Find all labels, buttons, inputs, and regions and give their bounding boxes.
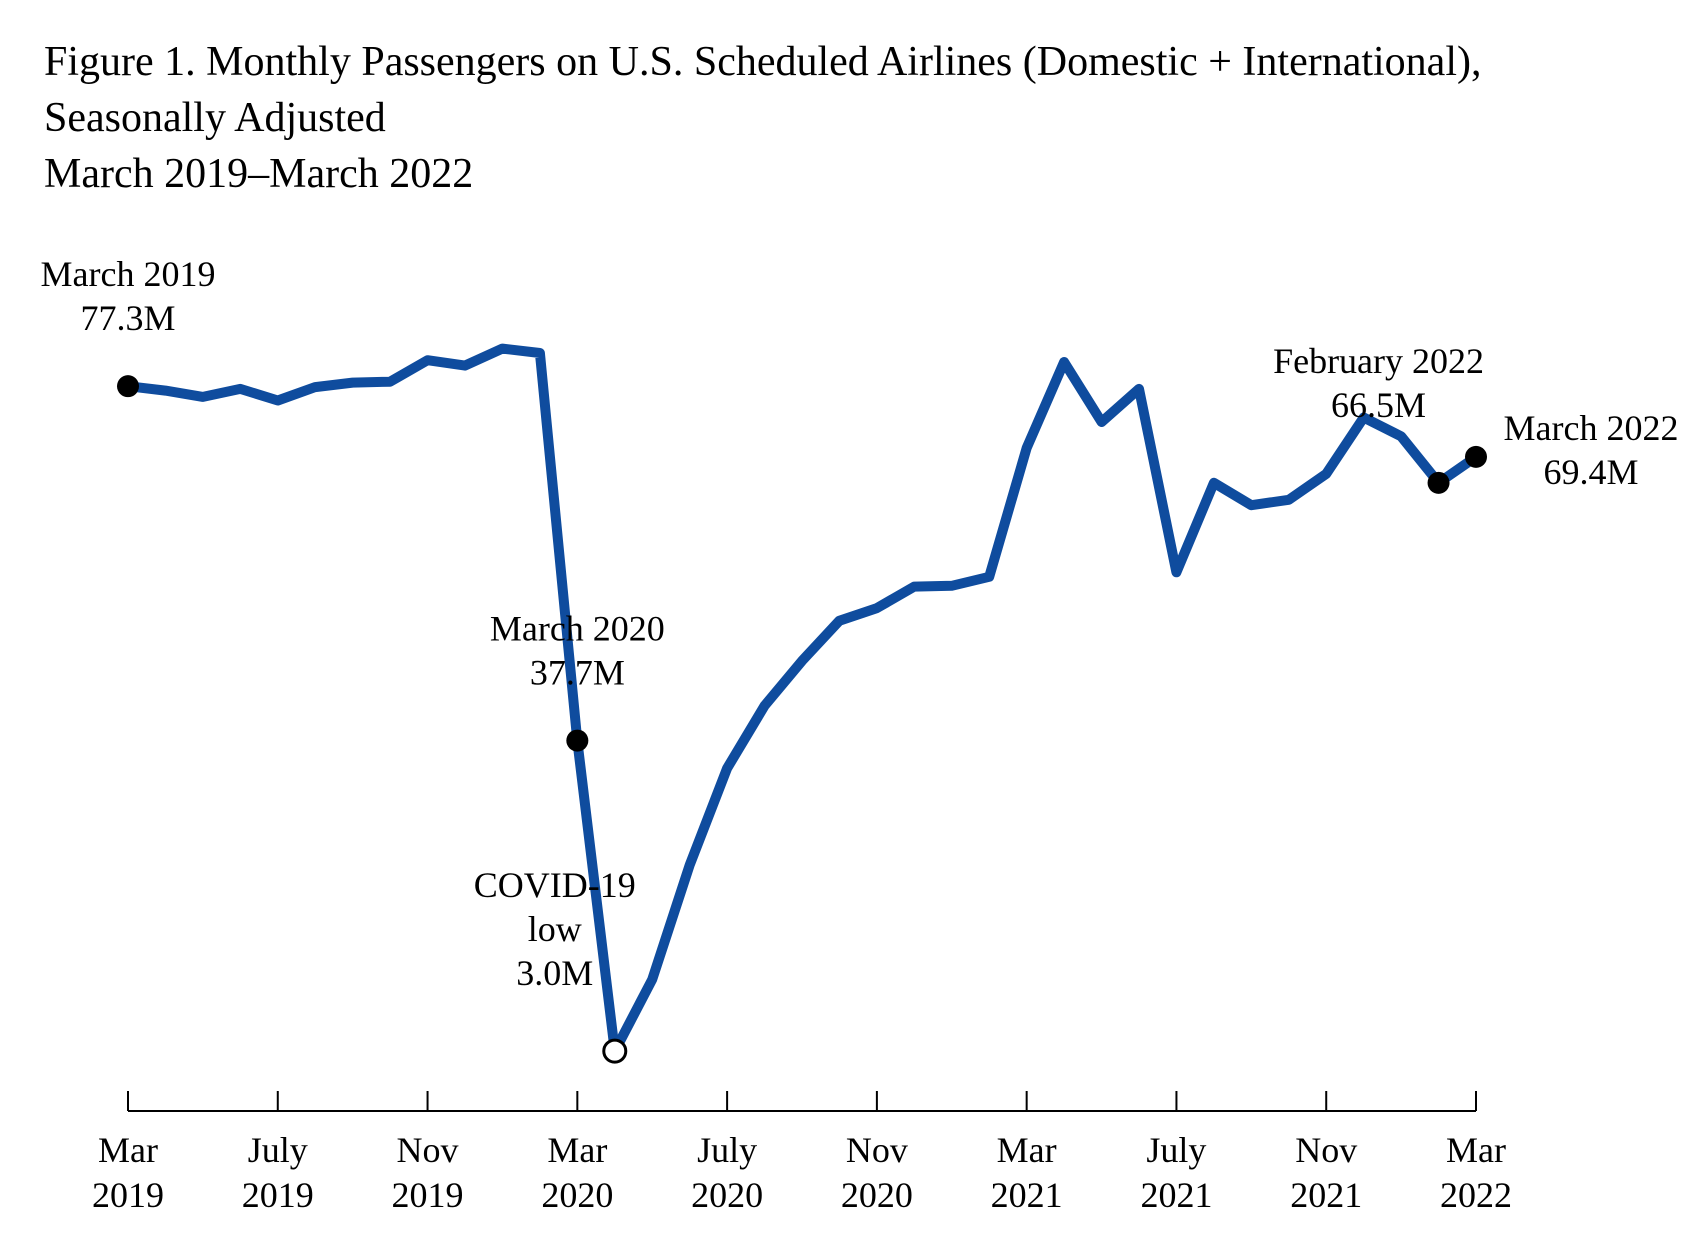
series-layer — [123, 343, 1481, 1057]
chart-title-line-1: Figure 1. Monthly Passengers on U.S. Sch… — [44, 39, 1482, 85]
marker-2019-03 — [117, 375, 139, 398]
annotation-label-2020-03-0: March 2020 — [490, 609, 665, 649]
chart-title-line-2: Seasonally Adjusted — [44, 95, 386, 141]
annotation-label-2022-02-0: February 2022 — [1273, 341, 1484, 381]
marker-2022-03 — [1465, 445, 1487, 468]
x-tick-label-2022-03-0: Mar — [1446, 1130, 1506, 1170]
chart-title: Figure 1. Monthly Passengers on U.S. Sch… — [44, 34, 1481, 202]
x-tick-label-2021-07-1: 2021 — [1140, 1175, 1212, 1215]
x-tick-label-2021-03-1: 2021 — [991, 1175, 1063, 1215]
annotation-label-2020-03-1: 37.7M — [530, 653, 625, 693]
x-tick-label-2020-03-0: Mar — [547, 1130, 607, 1170]
x-tick-label-2022-03-1: 2022 — [1440, 1175, 1512, 1215]
annotation-label-2019-03-0: March 2019 — [41, 254, 216, 294]
x-tick-label-2020-03-1: 2020 — [541, 1175, 613, 1215]
x-tick-label-2020-11-0: Nov — [846, 1130, 908, 1170]
series-line — [123, 343, 1481, 1057]
annotation-label-2020-04-2: 3.0M — [516, 953, 593, 993]
annotation-label-2022-03-0: March 2022 — [1504, 408, 1679, 448]
x-tick-label-2020-07-0: July — [697, 1130, 757, 1170]
x-tick-label-2021-11-1: 2021 — [1290, 1175, 1362, 1215]
x-tick-label-2021-07-0: July — [1146, 1130, 1206, 1170]
annotation-label-2020-04-0: COVID-19 — [474, 865, 636, 905]
x-tick-label-2021-03-0: Mar — [997, 1130, 1057, 1170]
marker-2020-03 — [566, 729, 589, 752]
chart-title-line-3: March 2019–March 2022 — [44, 151, 474, 197]
annotation-label-2022-03-1: 69.4M — [1543, 452, 1638, 492]
x-tick-label-2019-07-0: July — [248, 1130, 308, 1170]
x-tick-label-2020-11-1: 2020 — [841, 1175, 913, 1215]
annotation-label-2022-02-1: 66.5M — [1331, 385, 1426, 425]
x-tick-label-2019-07-1: 2019 — [242, 1175, 314, 1215]
x-tick-label-2019-03-1: 2019 — [92, 1175, 164, 1215]
marker-2020-04 — [602, 1038, 628, 1064]
annotation-label-2020-04-1: low — [528, 909, 582, 949]
x-tick-label-2020-07-1: 2020 — [691, 1175, 763, 1215]
annotation-label-2019-03-1: 77.3M — [80, 298, 175, 338]
x-tick-label-2021-11-0: Nov — [1295, 1130, 1357, 1170]
x-tick-label-2019-11-0: Nov — [397, 1130, 459, 1170]
x-axis: Mar 2019 July 2019 Nov 2019 Mar 2020 July 2020 Nov… — [92, 1091, 1512, 1215]
annotation-markers — [117, 375, 1487, 1064]
x-tick-label-2019-03-0: Mar — [98, 1130, 158, 1170]
marker-2022-02 — [1427, 471, 1450, 494]
x-tick-label-2019-11-1: 2019 — [392, 1175, 464, 1215]
